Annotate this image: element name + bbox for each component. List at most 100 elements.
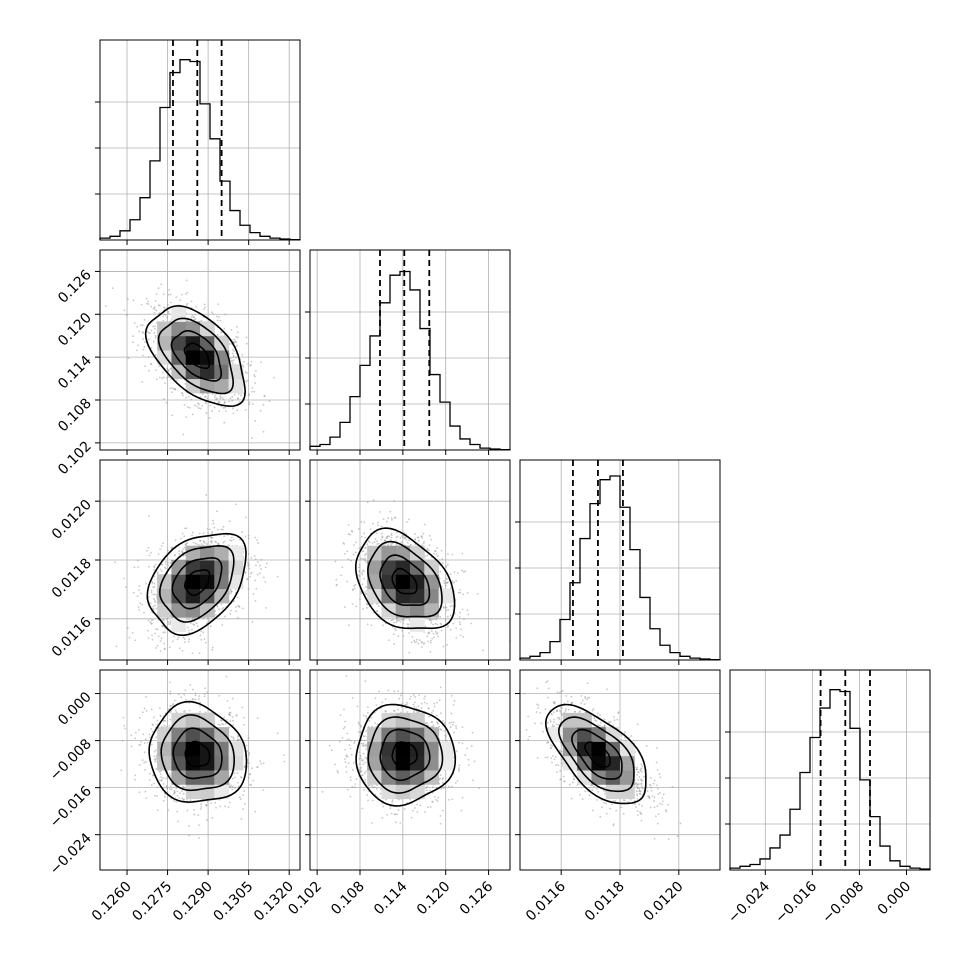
scatter-point <box>364 756 367 759</box>
scatter-point <box>546 756 549 759</box>
scatter-point <box>262 403 265 406</box>
scatter-point <box>620 738 623 741</box>
scatter-point <box>140 740 143 743</box>
scatter-point <box>162 376 165 379</box>
scatter-point <box>395 621 398 624</box>
scatter-point <box>358 569 361 572</box>
scatter-point <box>413 701 416 704</box>
scatter-point <box>653 779 656 782</box>
scatter-point <box>354 783 357 785</box>
scatter-point <box>147 300 150 303</box>
scatter-point <box>656 805 659 807</box>
density-cell <box>185 741 201 757</box>
scatter-point <box>236 772 239 775</box>
scatter-point <box>185 698 187 701</box>
scatter-point <box>193 318 196 321</box>
scatter-point <box>420 702 423 705</box>
scatter-point <box>462 593 464 596</box>
scatter-point <box>160 778 163 781</box>
scatter-point <box>461 742 464 745</box>
scatter-point <box>169 621 172 624</box>
scatter-point <box>551 713 553 716</box>
scatter-point <box>366 543 369 546</box>
scatter-point <box>596 799 598 801</box>
scatter-point <box>439 712 442 715</box>
scatter-point <box>223 535 226 538</box>
scatter-point <box>138 589 140 591</box>
scatter-point <box>173 791 176 794</box>
scatter-point <box>566 700 569 703</box>
scatter-point <box>455 579 458 582</box>
scatter-point <box>154 336 157 339</box>
scatter-point <box>473 760 476 763</box>
scatter-point <box>406 541 409 544</box>
panel-3-2: 0.0116 0.0118 0.0120 <box>515 669 721 924</box>
scatter-point <box>351 697 354 699</box>
scatter-point <box>436 800 439 802</box>
scatter-point <box>218 798 221 801</box>
scatter-point <box>562 775 565 778</box>
density-cell <box>605 727 621 742</box>
scatter-point <box>396 531 398 534</box>
scatter-point <box>536 687 539 690</box>
scatter-point <box>359 724 362 727</box>
scatter-point <box>409 695 412 698</box>
scatter-point <box>164 793 167 796</box>
scatter-point <box>154 749 157 752</box>
scatter-point <box>381 624 384 627</box>
scatter-point <box>170 788 173 791</box>
scatter-point <box>612 800 615 802</box>
scatter-point <box>240 394 242 397</box>
scatter-point <box>257 542 259 544</box>
scatter-point <box>426 635 429 638</box>
scatter-point <box>365 745 368 748</box>
scatter-point <box>440 623 443 626</box>
scatter-point <box>359 768 362 771</box>
scatter-point <box>362 763 365 766</box>
scatter-point <box>254 382 257 384</box>
scatter-point <box>459 591 462 594</box>
scatter-point <box>397 690 400 693</box>
scatter-point <box>250 571 253 574</box>
density-cell <box>185 350 201 365</box>
scatter-point <box>554 756 557 758</box>
density-cell <box>171 560 187 575</box>
density-cell <box>424 727 440 742</box>
scatter-point <box>151 634 153 637</box>
scatter-point <box>192 316 195 319</box>
scatter-point <box>163 307 166 310</box>
scatter-point <box>214 394 217 397</box>
scatter-point <box>171 387 174 390</box>
scatter-point <box>463 618 465 621</box>
contour-line <box>172 727 223 780</box>
scatter-point <box>558 718 561 721</box>
scatter-point <box>149 736 152 739</box>
scatter-point <box>189 683 192 686</box>
scatter-point <box>362 788 365 791</box>
scatter-point <box>395 821 397 824</box>
scatter-point <box>253 555 256 558</box>
scatter-point <box>634 806 637 808</box>
scatter-point <box>400 692 403 695</box>
scatter-point <box>204 693 206 695</box>
scatter-point <box>150 622 153 625</box>
scatter-point <box>241 531 244 533</box>
scatter-point <box>216 528 219 531</box>
scatter-point <box>224 615 226 618</box>
scatter-point <box>364 680 367 682</box>
scatter-point <box>154 601 157 604</box>
scatter-point <box>188 629 190 632</box>
scatter-point <box>250 363 252 366</box>
scatter-point <box>154 760 156 763</box>
density-cell <box>185 727 201 742</box>
scatter-point <box>570 695 573 698</box>
scatter-point <box>372 522 375 525</box>
scatter-point <box>179 647 181 650</box>
scatter-point <box>636 794 639 797</box>
scatter-point <box>236 325 238 328</box>
scatter-point <box>634 751 637 753</box>
scatter-point <box>434 622 437 625</box>
scatter-point <box>406 701 408 704</box>
scatter-point <box>387 543 390 546</box>
